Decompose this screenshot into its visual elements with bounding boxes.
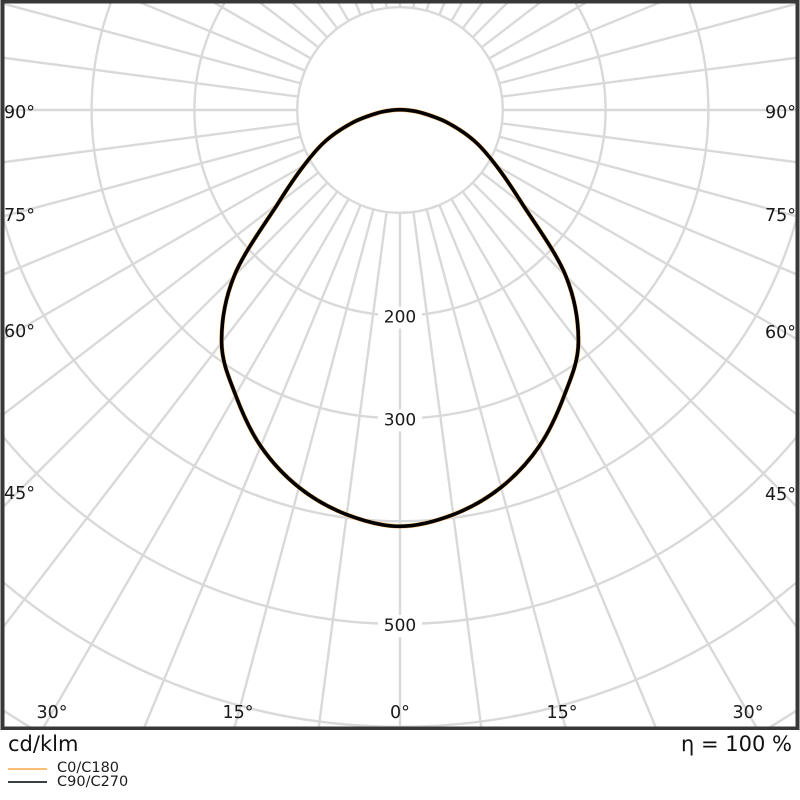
legend-item-c0-c180: C0/C180 [0, 760, 400, 776]
grid-spoke [42, 198, 350, 727]
grid-spoke [438, 204, 657, 727]
radial-tick-backing [378, 409, 422, 432]
polar-chart-svg: 200 300 500 90° 75° 60° 45° 90° 75° 60° 45° 30° 15° 0… [0, 0, 800, 730]
angle-tick-label-right: 90° [765, 103, 796, 123]
grid-spoke [4, 135, 302, 218]
chart-footer: cd/klm η = 100 % C0/C180 C90/C270 [0, 730, 800, 800]
radial-tick-backing [378, 615, 422, 637]
legend-label-c90-c270: C90/C270 [57, 773, 129, 790]
grid-spoke [4, 148, 306, 276]
curves [219, 107, 581, 529]
grid-spoke [4, 3, 302, 85]
grid-spoke [4, 190, 339, 629]
angle-tick-label-left: 60° [4, 322, 35, 342]
grid-spoke [501, 56, 796, 98]
radial-tick-labels: 200 300 500 [378, 306, 422, 637]
angle-tick-label-bottom: 30° [36, 703, 67, 723]
legend-swatch-c0-c180-line [8, 767, 47, 770]
grid-spoke [501, 122, 796, 164]
radial-tick-backing [378, 306, 422, 329]
angle-tick-label-right: 75° [765, 206, 796, 226]
radial-tick-label: 300 [384, 410, 416, 430]
grid-spoke [480, 3, 542, 49]
grid-spoke [450, 198, 758, 727]
grid-spoke [498, 135, 796, 218]
angle-tick-label-right: 60° [765, 323, 796, 343]
grid-spoke [471, 181, 796, 508]
curve-c90-c270 [219, 107, 581, 529]
angle-tick-label-left: 75° [4, 206, 35, 226]
grid-spoke [480, 171, 796, 416]
grid-spoke [461, 190, 796, 629]
angle-tick-label-bottom: 15° [222, 703, 253, 723]
grid-spoke [4, 160, 312, 341]
angle-tick-labels: 90° 75° 60° 45° 90° 75° 60° 45° 30° 15° 0° 15° 30° [4, 103, 796, 723]
angle-tick-label-bottom: 15° [546, 703, 577, 723]
grid-spoke [4, 56, 299, 98]
grid-spoke [488, 160, 796, 341]
grid-spoke [317, 211, 388, 727]
legend-item-c90-c270: C90/C270 [0, 773, 400, 790]
polar-grid [4, 3, 796, 727]
grid-spoke [471, 3, 509, 39]
radial-tick-label: 200 [384, 308, 416, 328]
grid-spoke [233, 208, 375, 727]
grid-spoke [4, 171, 320, 416]
legend-swatch-c90-c270-line [8, 781, 47, 784]
grid-spoke [494, 148, 796, 276]
efficiency-label: η = 100 % [681, 732, 792, 756]
legend-label-c0-c180: C0/C180 [57, 760, 120, 776]
radial-tick-label: 500 [384, 616, 416, 636]
grid-spoke [4, 181, 329, 508]
angle-tick-label-right: 45° [765, 485, 796, 505]
grid-spoke [143, 204, 362, 727]
grid-spoke [138, 3, 306, 72]
legend: C0/C180 C90/C270 [0, 760, 400, 790]
grid-spoke [498, 3, 796, 85]
angle-tick-label-bottom: 30° [732, 703, 763, 723]
grid-spoke [494, 3, 662, 72]
grid-spoke [258, 3, 320, 49]
unit-label: cd/klm [8, 732, 79, 756]
angle-tick-label-left: 45° [4, 484, 35, 504]
angle-tick-label-left: 90° [4, 103, 35, 123]
grid-spoke [412, 211, 483, 727]
grid-spoke [291, 3, 329, 39]
grid-spoke [4, 122, 299, 164]
angle-tick-label-bottom: 0° [390, 703, 410, 723]
grid-spoke [425, 208, 567, 727]
chart-frame [0, 0, 800, 730]
